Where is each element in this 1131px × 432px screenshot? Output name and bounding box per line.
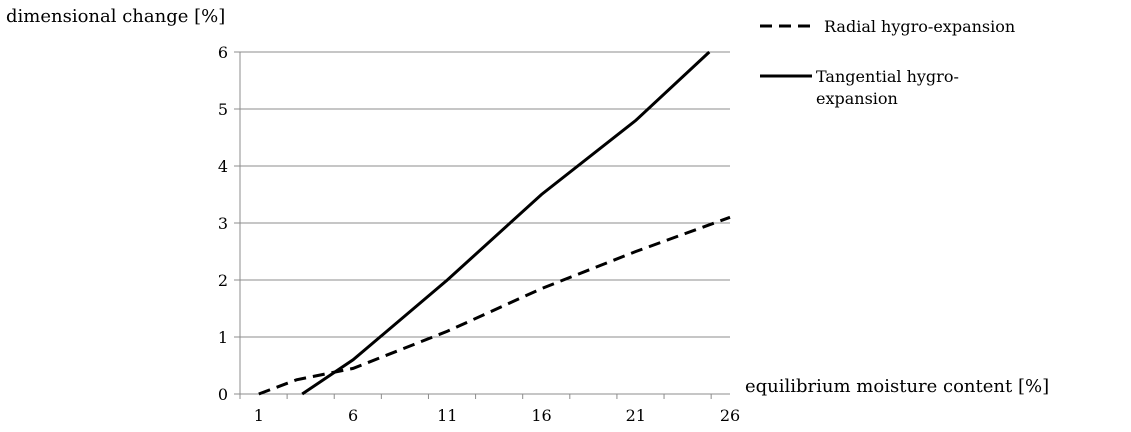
y-tick-label: 2 [218,271,228,290]
x-tick-label: 16 [531,406,551,425]
axes [234,51,730,399]
legend-label: expansion [816,89,898,108]
y-tick-label: 6 [218,43,228,62]
x-tick-label: 21 [626,406,646,425]
series-line-tangential [301,50,711,396]
y-tick-label: 4 [218,157,228,176]
legend-label: Radial hygro-expansion [824,17,1015,36]
y-tick-label: 1 [218,328,228,347]
x-tick-label: 11 [437,406,457,425]
y-tick-label: 0 [218,385,228,404]
x-tick-label: 1 [254,406,264,425]
y-tick-labels: 0 1 2 3 4 5 6 [218,43,228,404]
y-tick-label: 3 [218,214,228,233]
x-tick-label: 6 [348,406,358,425]
y-axis-label: dimensional change [%] [6,6,225,27]
legend-label: Tangential hygro- [816,67,959,86]
series-line-radial [258,215,731,396]
x-tick-labels: 1 6 11 16 21 26 [254,406,740,425]
grid-lines [240,51,730,338]
x-tick-label: 26 [720,406,740,425]
y-tick-label: 5 [218,100,228,119]
x-axis-label: equilibrium moisture content [%] [745,376,1049,397]
series-lines [258,50,731,396]
legend: Radial hygro-expansion Tangential hygro-e… [760,17,1015,108]
